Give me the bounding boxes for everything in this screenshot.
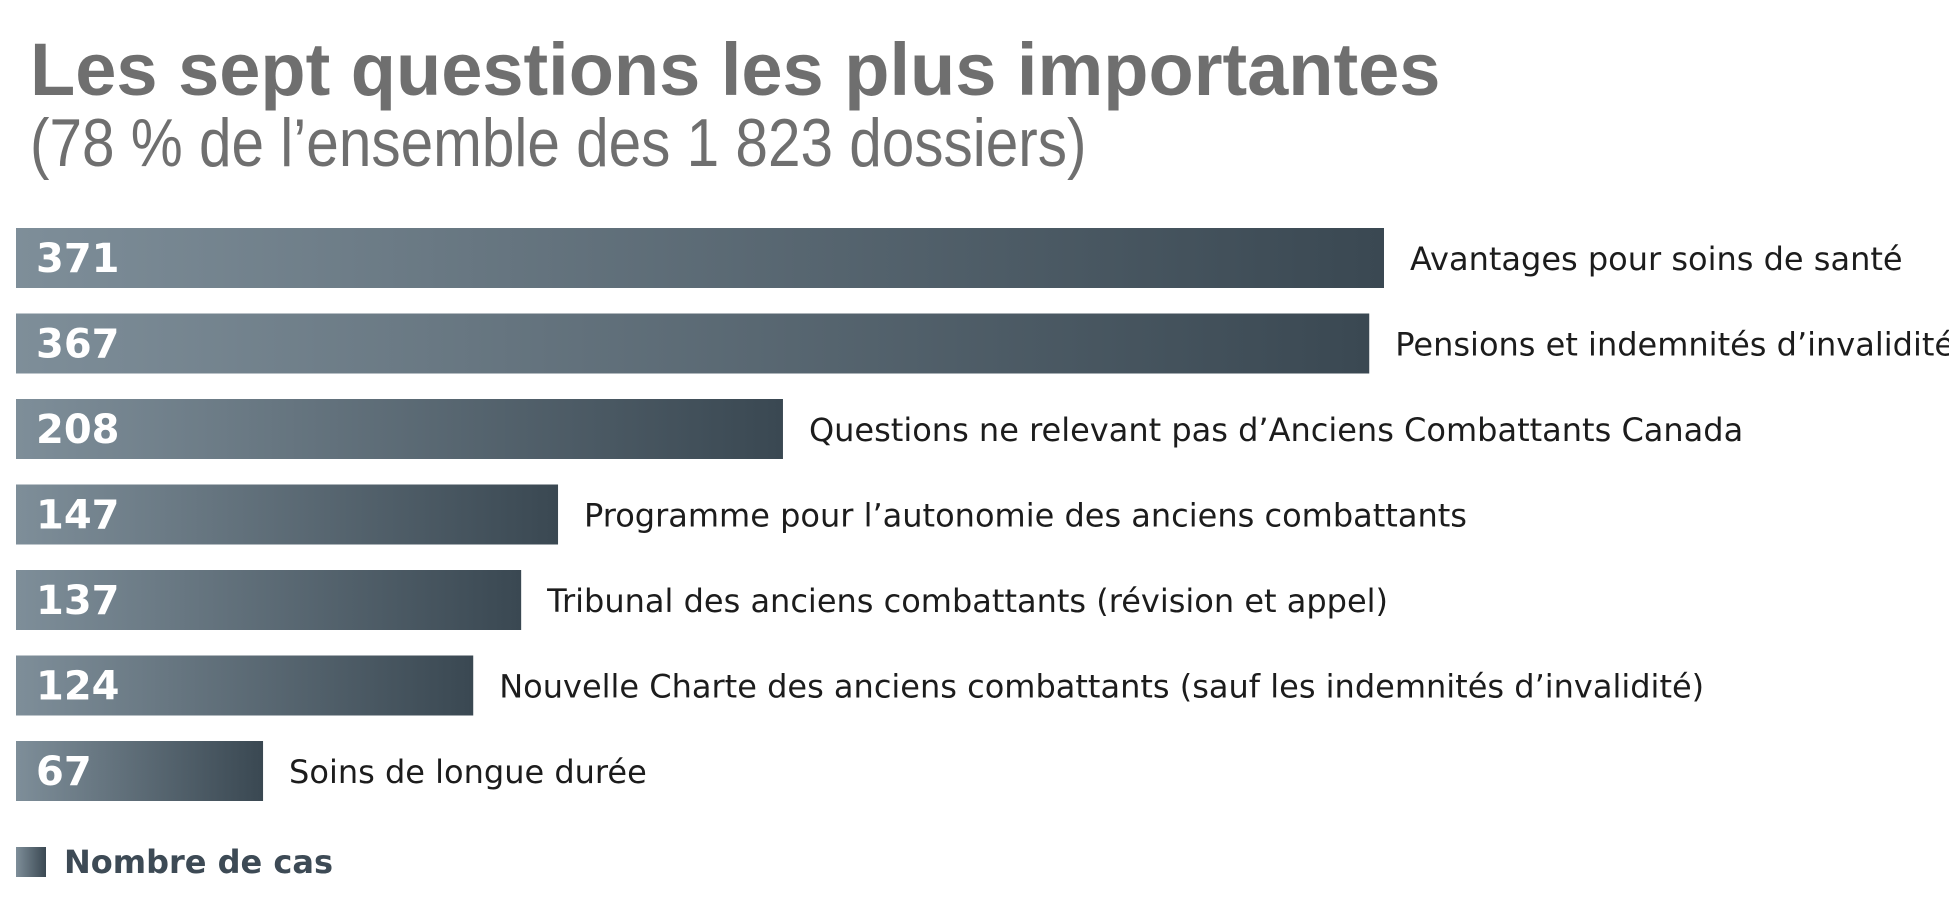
bar-value-label: 124 xyxy=(36,664,120,710)
bar-5 xyxy=(16,570,522,630)
bar-value-label: 137 xyxy=(36,578,120,624)
bar-value-label: 367 xyxy=(36,322,120,368)
bar-1 xyxy=(16,228,1384,288)
bar-4 xyxy=(16,484,559,545)
bars-group: 371 Avantages pour soins de santé 367 Pensi… xyxy=(16,228,1949,801)
bar-value-label: 371 xyxy=(36,236,120,282)
bar-7 xyxy=(16,741,264,801)
bar-6 xyxy=(16,655,474,716)
category-label: Tribunal des anciens combattants (révisi… xyxy=(546,582,1388,620)
bar-value-label: 147 xyxy=(36,493,120,539)
category-label: Soins de longue durée xyxy=(289,753,647,791)
category-label: Avantages pour soins de santé xyxy=(1410,240,1903,278)
legend: Nombre de cas xyxy=(16,840,333,884)
bar-value-label: 208 xyxy=(36,407,120,453)
bar-value-label: 67 xyxy=(36,749,92,795)
category-label: Programme pour l’autonomie des anciens c… xyxy=(584,497,1467,535)
bar-3 xyxy=(16,399,783,459)
legend-label: Nombre de cas xyxy=(64,843,333,881)
category-label: Questions ne relevant pas d’Anciens Comb… xyxy=(809,411,1743,449)
legend-swatch xyxy=(16,847,46,877)
category-label: Nouvelle Charte des anciens combattants … xyxy=(499,668,1704,706)
bar-2 xyxy=(16,313,1370,374)
chart-title: Les sept questions les plus importantes xyxy=(30,28,1441,111)
category-label: Pensions et indemnités d’invalidité xyxy=(1395,326,1949,364)
chart-subtitle: (78 % de l’ensemble des 1 823 dossiers) xyxy=(30,105,1087,181)
